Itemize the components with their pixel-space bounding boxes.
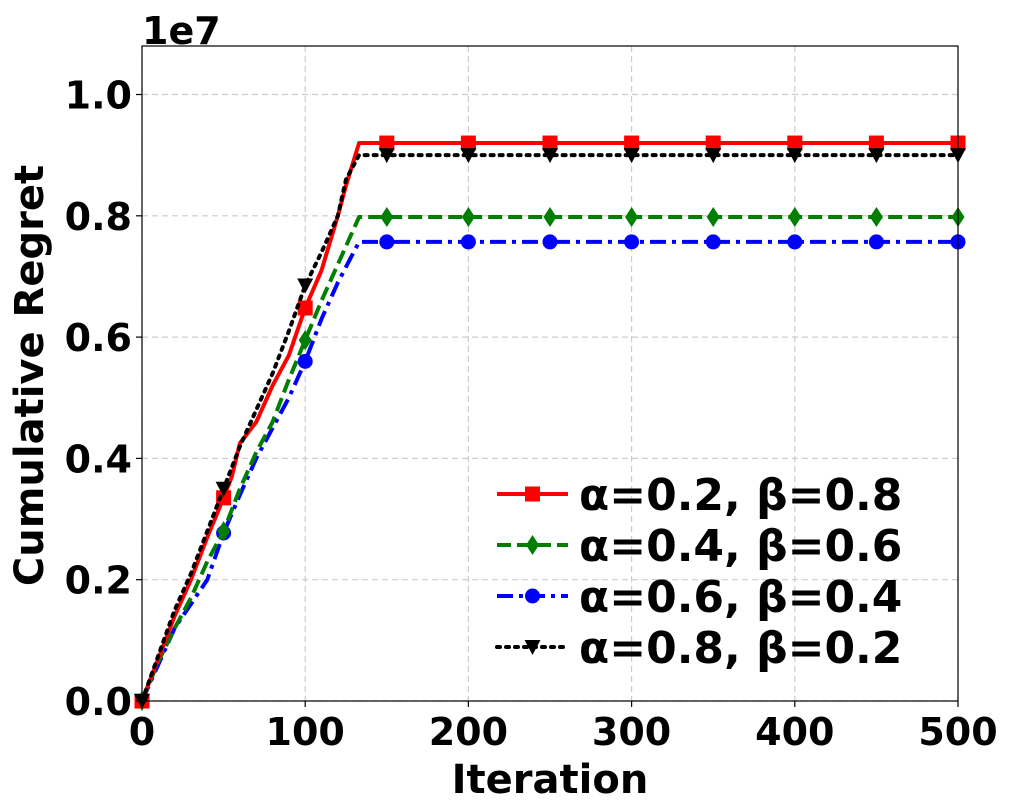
- x-tick-label: 500: [918, 710, 997, 754]
- data-point: [706, 207, 720, 228]
- legend-label: α=0.8, β=0.2: [579, 623, 902, 674]
- series-line: [140, 215, 958, 702]
- series-line: [140, 141, 958, 702]
- data-point: [623, 148, 640, 164]
- legend-entry: α=0.6, β=0.4: [497, 572, 902, 623]
- legend-marker: [524, 640, 541, 655]
- y-offset-label: 1e7: [142, 9, 221, 53]
- legend-label: α=0.2, β=0.8: [579, 470, 902, 521]
- data-point: [298, 330, 312, 351]
- y-tick-label: 0.4: [65, 437, 132, 481]
- data-point: [625, 207, 639, 228]
- legend-entry: α=0.2, β=0.8: [497, 470, 902, 521]
- data-point: [787, 234, 803, 250]
- data-point: [460, 148, 477, 164]
- data-point: [378, 148, 395, 164]
- data-point: [542, 135, 558, 151]
- data-point: [788, 207, 802, 228]
- series-lines: [134, 135, 966, 711]
- x-tick-label: 300: [592, 710, 671, 754]
- y-axis-label: Cumulative Regret: [7, 165, 53, 586]
- data-point: [868, 148, 885, 164]
- data-point: [787, 135, 803, 151]
- series-3: [134, 234, 966, 709]
- series-line: [140, 153, 960, 703]
- x-axis-label: Iteration: [452, 757, 649, 803]
- y-tick-label: 0.2: [65, 559, 132, 603]
- data-point: [705, 234, 721, 250]
- data-point: [460, 135, 476, 151]
- y-tick-label: 0.6: [65, 316, 132, 360]
- data-point: [542, 234, 558, 250]
- data-point: [461, 207, 475, 228]
- y-tick-label: 1.0: [65, 74, 132, 118]
- x-tick-label: 0: [129, 710, 155, 754]
- x-tick-label: 100: [266, 710, 345, 754]
- legend: α=0.2, β=0.8α=0.4, β=0.6α=0.6, β=0.4α=0.…: [495, 470, 902, 674]
- data-point: [379, 135, 395, 151]
- data-point: [786, 148, 803, 164]
- y-tick-label: 0.0: [65, 680, 132, 724]
- data-point: [543, 207, 557, 228]
- data-point: [542, 148, 558, 164]
- legend-marker: [525, 588, 540, 604]
- data-point: [217, 521, 231, 542]
- data-point: [705, 148, 722, 164]
- data-point: [868, 135, 884, 151]
- data-point: [460, 234, 476, 250]
- data-point: [215, 481, 232, 497]
- data-point: [297, 300, 313, 316]
- legend-entry: α=0.4, β=0.6: [497, 521, 902, 572]
- legend-marker: [525, 486, 540, 502]
- data-point: [869, 207, 883, 228]
- legend-label: α=0.4, β=0.6: [579, 521, 902, 572]
- plot-frame: [141, 45, 959, 702]
- data-point: [705, 135, 721, 151]
- data-point: [216, 490, 232, 506]
- ticks: 0 100 200 300 400 500 0.0 0.2 0.4 0.6 0.8 1.0: [65, 74, 998, 754]
- series-line: [140, 239, 958, 702]
- x-tick-label: 200: [429, 710, 508, 754]
- legend-label: α=0.6, β=0.4: [579, 572, 902, 623]
- data-point: [297, 353, 313, 369]
- data-point: [380, 207, 394, 228]
- legend-marker: [526, 535, 539, 555]
- data-point: [297, 278, 314, 294]
- data-point: [624, 234, 640, 250]
- y-tick-label: 0.8: [65, 195, 132, 239]
- data-point: [624, 135, 640, 151]
- data-point: [379, 234, 395, 250]
- legend-entry: α=0.8, β=0.2: [495, 623, 902, 674]
- x-tick-label: 400: [755, 710, 834, 754]
- data-point: [868, 234, 884, 250]
